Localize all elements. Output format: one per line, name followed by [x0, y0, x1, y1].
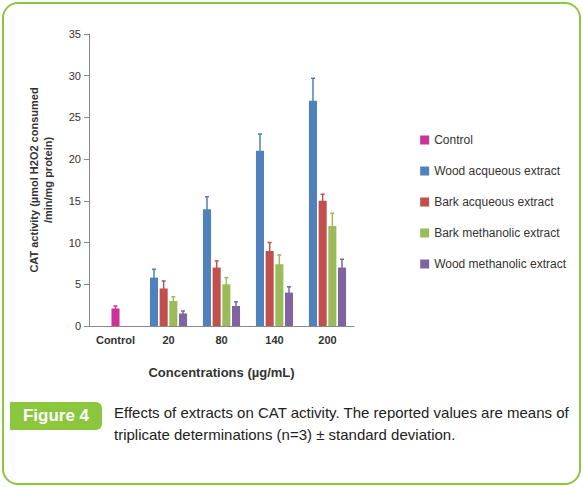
svg-text:25: 25: [69, 111, 81, 123]
svg-text:5: 5: [75, 278, 81, 290]
svg-text:35: 35: [69, 28, 81, 40]
html-text:Effects of extracts on CAT act: Effects of extracts on CAT activity. The…: [114, 404, 569, 443]
svg-text:Control: Control: [96, 334, 135, 346]
svg-text:10: 10: [69, 237, 81, 249]
svg-text:20: 20: [69, 153, 81, 165]
svg-text:15: 15: [69, 195, 81, 207]
svg-text:Bark methanolic extract: Bark methanolic extract: [434, 226, 560, 240]
svg-text:CAT activity (µmol H2O2 consum: CAT activity (µmol H2O2 consumed: [28, 87, 40, 272]
svg-text:0: 0: [75, 320, 81, 332]
svg-text:Wood methanolic extract: Wood methanolic extract: [434, 257, 567, 271]
html-text:Figure 4: Figure 4: [22, 406, 90, 425]
svg-text:20: 20: [162, 334, 174, 346]
svg-text:/min/mg protein): /min/mg protein): [42, 137, 54, 224]
svg-text:30: 30: [69, 70, 81, 82]
svg-text:Bark acqueous extract: Bark acqueous extract: [434, 195, 554, 209]
svg-text:Control: Control: [434, 133, 473, 147]
svg-text:200: 200: [318, 334, 336, 346]
svg-text:Concentrations (µg/mL): Concentrations (µg/mL): [148, 365, 294, 380]
svg-text:140: 140: [265, 334, 283, 346]
svg-text:80: 80: [215, 334, 227, 346]
svg-text:Wood acqueous extract: Wood acqueous extract: [434, 164, 561, 178]
